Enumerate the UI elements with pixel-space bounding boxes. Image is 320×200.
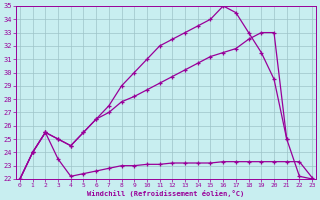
X-axis label: Windchill (Refroidissement éolien,°C): Windchill (Refroidissement éolien,°C): [87, 190, 245, 197]
